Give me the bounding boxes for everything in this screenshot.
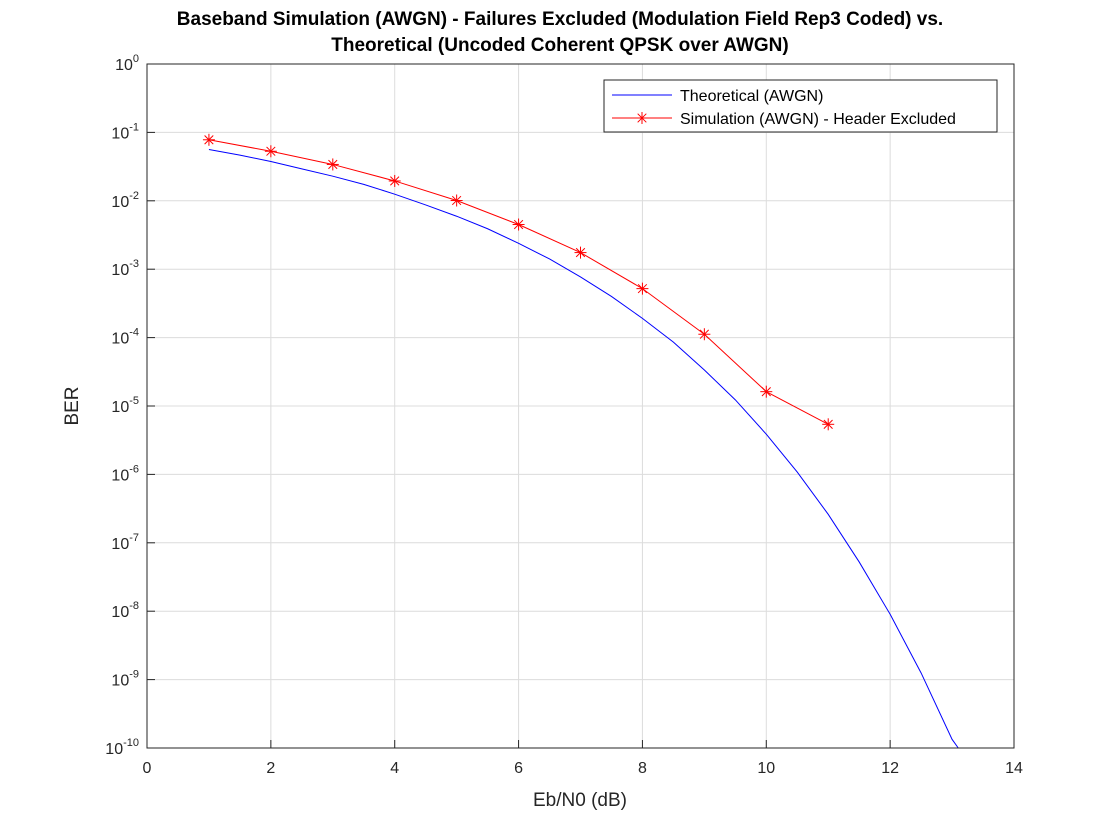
data-point-simulation: [326, 158, 339, 171]
y-axis-label: BER: [62, 386, 83, 425]
data-point-simulation: [202, 133, 215, 146]
y-tick-label: 10-1: [111, 121, 139, 142]
x-tick-label: 6: [514, 760, 523, 777]
x-tick-label: 2: [266, 760, 275, 777]
x-tick-labels: 0 2 4 6 8 10 12 14: [143, 760, 1023, 777]
y-tick-labels: 100 10-1 10-2 10-3 10-4 10-5 10-6 10-7 10-8 10-9 1…: [105, 53, 139, 758]
series-line-theoretical: [208, 148, 959, 749]
y-tick-label: 10-9: [111, 669, 139, 690]
y-tick-label: 10-8: [111, 600, 139, 621]
data-point-simulation: [636, 282, 649, 295]
series-layer: [202, 133, 959, 749]
data-point-simulation: [760, 385, 773, 398]
x-tick-label: 4: [390, 760, 399, 777]
data-point-simulation: [698, 328, 711, 341]
legend-marker-simulation: [636, 112, 648, 124]
legend-label-simulation: Simulation (AWGN) - Header Excluded: [680, 111, 956, 128]
y-tick-label: 10-7: [111, 532, 139, 553]
y-tick-label: 10-4: [111, 327, 139, 348]
chart-title-line-1: Baseband Simulation (AWGN) - Failures Ex…: [176, 9, 944, 30]
x-axis-label: Eb/N0 (dB): [533, 790, 627, 811]
legend-asterisk-icon: [636, 112, 648, 124]
y-tick-label: 100: [115, 53, 139, 74]
data-point-simulation: [388, 174, 401, 187]
data-point-simulation: [264, 145, 277, 158]
data-point-simulation: [574, 246, 587, 259]
y-tick-label: 10-3: [111, 258, 139, 279]
y-tick-label: 10-6: [111, 463, 139, 484]
data-point-simulation: [512, 218, 525, 231]
y-tick-label: 10-2: [111, 190, 139, 211]
legend: Theoretical (AWGN) Simulation (AWGN) - H…: [603, 79, 998, 133]
tick-marks: [146, 63, 1015, 749]
y-tick-label: 10-10: [105, 737, 139, 758]
x-tick-label: 14: [1005, 760, 1023, 777]
data-point-simulation: [450, 194, 463, 207]
x-tick-label: 0: [143, 760, 152, 777]
legend-label-theoretical: Theoretical (AWGN): [680, 88, 823, 105]
chart-title-line-2: Theoretical (Uncoded Coherent QPSK over …: [331, 35, 789, 56]
legend-box: [603, 79, 998, 133]
data-point-simulation: [822, 418, 835, 431]
y-tick-label: 10-5: [111, 395, 139, 416]
x-tick-label: 8: [638, 760, 647, 777]
x-tick-label: 12: [881, 760, 899, 777]
x-tick-label: 10: [757, 760, 775, 777]
grid: [147, 64, 1014, 748]
